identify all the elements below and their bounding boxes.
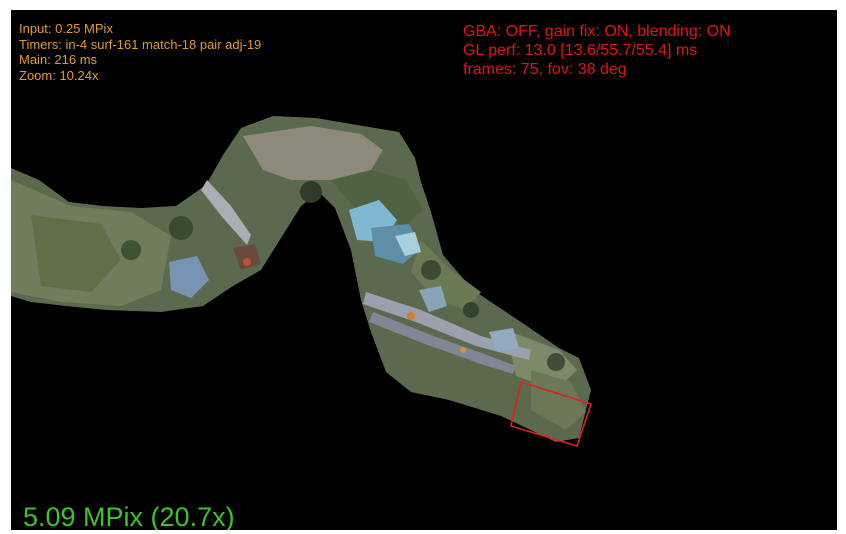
tree [547, 353, 565, 371]
building-roof [233, 244, 261, 270]
tree [300, 181, 322, 203]
gl-perf-text: GL perf: 13.0 [13.6/55.7/55.4] ms [463, 42, 698, 59]
road [363, 292, 531, 360]
grass-area [331, 170, 423, 225]
input-resolution-text: Input: 0.25 MPix [19, 21, 113, 36]
zoom-text: Zoom: 10.24x [19, 67, 99, 83]
current-frame-outline [510, 380, 593, 447]
tree [421, 260, 441, 280]
tree [463, 302, 479, 318]
mosaic-size-readout: 5.09 MPix (20.7x) [23, 502, 235, 530]
grass-area [31, 215, 121, 292]
road [201, 180, 251, 245]
building-roof [169, 256, 209, 298]
light-spot [407, 312, 415, 320]
light-spot [243, 258, 251, 266]
tree [169, 216, 193, 240]
grass-area [411, 240, 481, 310]
road [369, 312, 516, 374]
hud-stats-right: GBA: OFF, gain fix: ON, blending: ON GL … [463, 22, 731, 79]
timers-text: Timers: in-4 surf-161 match-18 pair adj-… [19, 36, 262, 52]
stitched-mosaic [11, 116, 593, 447]
main-time-text: Main: 216 ms [19, 52, 98, 67]
grass-area [531, 370, 586, 430]
mosaic-viewport[interactable]: Input: 0.25 MPix Timers: in-4 surf-161 m… [11, 10, 837, 530]
hud-stats-left: Input: 0.25 MPix Timers: in-4 surf-161 m… [19, 21, 261, 83]
dirt-yard [243, 126, 383, 180]
light-spot [460, 347, 466, 353]
building-roof [419, 286, 447, 312]
gba-status-text: GBA: OFF, gain fix: ON, blending: ON [463, 23, 731, 40]
tree [121, 240, 141, 260]
frames-fov-text: frames: 75, fov: 38 deg [463, 61, 627, 78]
grass-area [406, 350, 531, 410]
building-roof [395, 232, 421, 256]
building-roof [489, 328, 519, 352]
grass-area [506, 330, 577, 390]
